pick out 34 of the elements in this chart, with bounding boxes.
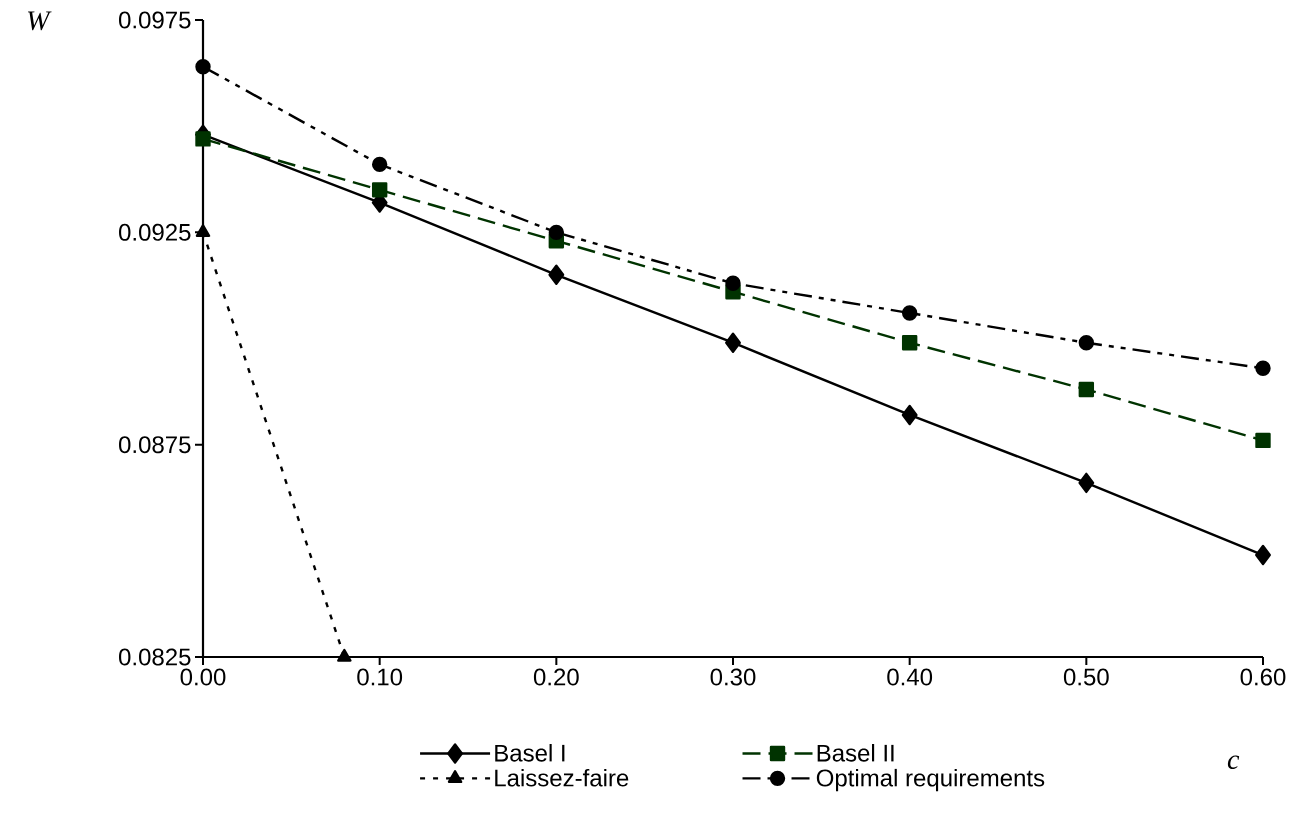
point	[1078, 472, 1095, 494]
legend-label: Basel II	[817, 744, 894, 762]
point	[1078, 335, 1095, 351]
x-tick-label: 0.40	[887, 668, 933, 686]
x-tick-label: 0.50	[1063, 668, 1109, 686]
point	[725, 275, 741, 291]
point	[548, 224, 565, 241]
legend-label: Optimal requirements	[816, 768, 1045, 792]
point	[1255, 432, 1271, 449]
y-axis-title: W	[28, 11, 52, 31]
point	[371, 182, 388, 198]
point	[1078, 381, 1095, 398]
x-tick-label: 0.60	[1240, 668, 1286, 686]
point	[371, 156, 388, 173]
x-axis-title: c	[1227, 755, 1240, 769]
x-tick-label: 0.00	[180, 668, 226, 686]
point	[195, 59, 211, 75]
y-tick-label: 0.0825	[119, 648, 191, 666]
point	[901, 404, 918, 426]
x-tick-label: 0.30	[710, 668, 756, 686]
point	[901, 305, 918, 321]
point	[1255, 360, 1271, 376]
y-tick-label: 0.0975	[119, 11, 191, 29]
y-tick-label: 0.0925	[119, 223, 191, 241]
point	[195, 131, 211, 147]
legend-label: Basel I	[495, 744, 565, 762]
x-tick-label: 0.20	[533, 668, 579, 686]
legend-label: Laissez-faire	[495, 768, 629, 787]
x-tick-label: 0.10	[357, 668, 403, 686]
point	[548, 264, 565, 285]
point	[1255, 544, 1271, 566]
y-tick-label: 0.0875	[119, 436, 191, 454]
point	[901, 335, 918, 351]
point	[725, 332, 741, 353]
